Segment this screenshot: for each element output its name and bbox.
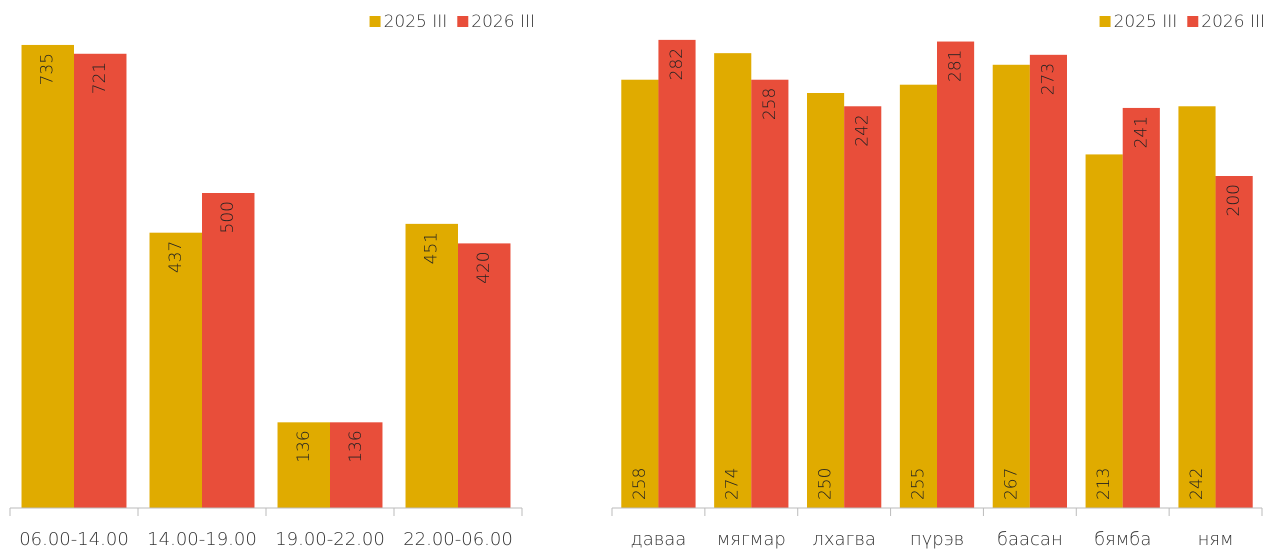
legend-swatch bbox=[1187, 16, 1199, 27]
data-label: 255 bbox=[908, 468, 928, 500]
bar bbox=[714, 53, 752, 508]
data-label: 242 bbox=[1187, 468, 1207, 500]
bar bbox=[458, 243, 511, 508]
x-tick-label: 22.00-06.00 bbox=[403, 529, 513, 550]
data-label: 721 bbox=[90, 62, 110, 94]
data-label: 242 bbox=[853, 114, 873, 146]
legend-swatch bbox=[457, 16, 469, 27]
data-label: 136 bbox=[346, 430, 366, 462]
x-tick-label: 19.00-22.00 bbox=[275, 529, 385, 550]
bar bbox=[1085, 154, 1123, 509]
x-tick-label: мягмар bbox=[717, 529, 786, 550]
data-label: 437 bbox=[166, 241, 186, 273]
bar bbox=[1029, 54, 1067, 508]
bar bbox=[937, 41, 975, 508]
bar bbox=[149, 232, 202, 508]
data-label: 735 bbox=[38, 53, 58, 85]
data-label: 200 bbox=[1224, 184, 1244, 216]
bar bbox=[658, 39, 696, 508]
bar bbox=[330, 422, 383, 508]
x-tick-label: пүрэв bbox=[910, 529, 964, 550]
data-label: 241 bbox=[1131, 116, 1151, 148]
data-label: 258 bbox=[630, 468, 650, 500]
x-tick-label: 06.00-14.00 bbox=[19, 529, 129, 550]
legend-label: 2025 III bbox=[1114, 12, 1178, 32]
bar bbox=[202, 193, 255, 508]
x-tick-label: баасан bbox=[997, 529, 1063, 550]
x-tick-label: лхагва bbox=[812, 529, 876, 550]
data-label: 451 bbox=[422, 232, 442, 264]
legend-swatch bbox=[369, 16, 381, 27]
data-label: 136 bbox=[294, 430, 314, 462]
bar bbox=[74, 53, 127, 509]
bar bbox=[1122, 107, 1160, 508]
bar bbox=[621, 79, 659, 508]
x-tick-label: даваа bbox=[631, 529, 687, 550]
bar bbox=[807, 93, 845, 508]
bar bbox=[277, 422, 330, 508]
x-tick-label: 14.00-19.00 bbox=[147, 529, 257, 550]
bar bbox=[844, 106, 882, 508]
bar bbox=[1178, 106, 1216, 508]
data-label: 273 bbox=[1038, 63, 1058, 95]
bar bbox=[405, 223, 458, 508]
bar bbox=[992, 64, 1030, 508]
legend-swatch bbox=[1099, 16, 1111, 27]
data-label: 267 bbox=[1001, 468, 1021, 500]
x-tick-label: бямба bbox=[1094, 529, 1151, 550]
bar bbox=[21, 44, 74, 508]
x-tick-label: ням bbox=[1198, 529, 1234, 550]
data-label: 213 bbox=[1094, 468, 1114, 500]
legend-label: 2025 III bbox=[384, 12, 448, 32]
legend-label: 2026 III bbox=[1201, 12, 1265, 32]
data-label: 258 bbox=[760, 88, 780, 120]
bar bbox=[899, 84, 937, 508]
data-label: 282 bbox=[667, 48, 687, 80]
data-label: 274 bbox=[723, 468, 743, 500]
legend-label: 2026 III bbox=[471, 12, 535, 32]
data-label: 500 bbox=[218, 201, 238, 233]
data-label: 250 bbox=[816, 468, 836, 500]
bar bbox=[751, 79, 789, 508]
data-label: 281 bbox=[946, 50, 966, 82]
data-label: 420 bbox=[474, 251, 494, 283]
bar bbox=[1215, 176, 1253, 508]
